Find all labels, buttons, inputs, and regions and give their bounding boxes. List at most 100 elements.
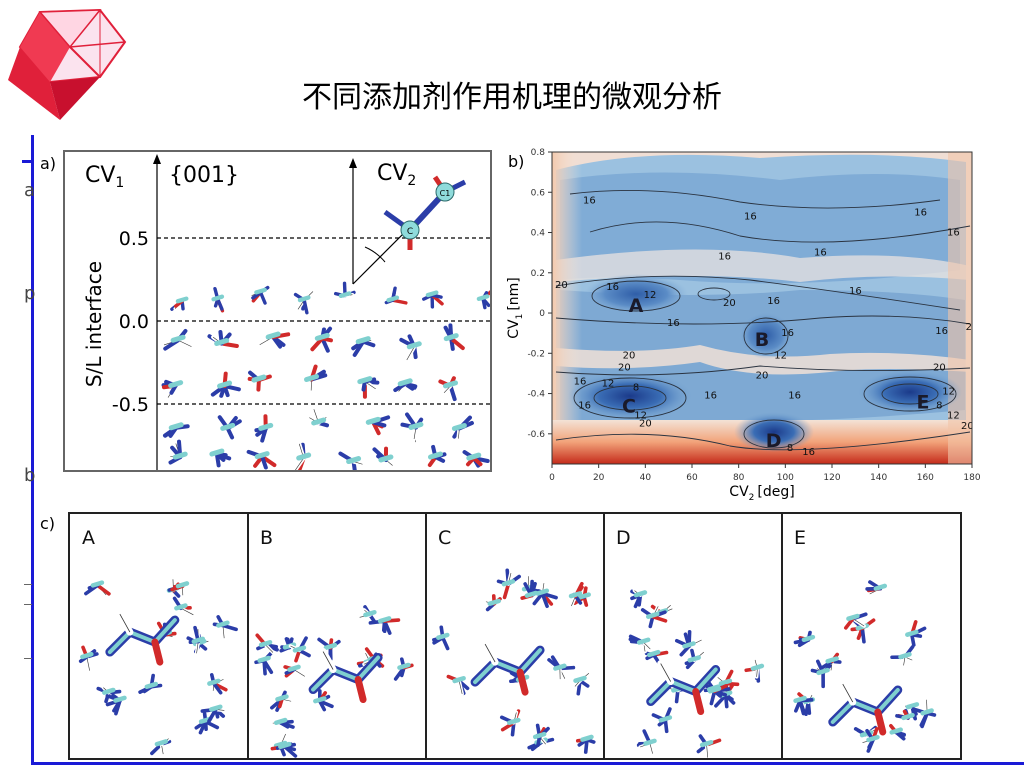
- molecule-glyph: [78, 645, 99, 673]
- molecule-glyph: [212, 615, 238, 640]
- snapshot-frame-c: C: [425, 514, 596, 758]
- molecule-glyph: [644, 649, 669, 668]
- contour-label: 8: [936, 401, 942, 412]
- molecule-glyph: [313, 689, 334, 712]
- molecule-glyph: [333, 281, 356, 299]
- contour-label: 16: [767, 296, 780, 307]
- molecule-glyph: [293, 289, 315, 315]
- contour-label: 16: [814, 248, 827, 259]
- molecule-glyph: [304, 364, 328, 393]
- minimum-label: D: [766, 430, 782, 452]
- molecule-glyph: [249, 285, 270, 305]
- molecule-glyph: [630, 588, 648, 609]
- contour-label: 16: [788, 391, 801, 402]
- molecule-glyph: [246, 449, 277, 470]
- contour-label: 12: [644, 290, 657, 301]
- contour-label: 20: [933, 362, 946, 373]
- molecule-glyph: [684, 648, 706, 670]
- molecule-glyph: [211, 286, 225, 313]
- molecule-glyph: [365, 415, 391, 436]
- contour-label: 8: [787, 443, 793, 454]
- molecule-glyph: [351, 336, 376, 357]
- molecule-glyph: [393, 378, 418, 394]
- molecule-glyph: [821, 652, 842, 673]
- molecule-glyph: [188, 625, 206, 656]
- contour-label: 12: [774, 350, 787, 361]
- molecule-glyph: [162, 422, 190, 438]
- molecule-glyph: [84, 580, 111, 597]
- x-tick-label: 180: [963, 473, 980, 483]
- contour-label: 16: [781, 328, 794, 339]
- molecule-glyph: [384, 286, 408, 305]
- panel-c-label: c): [40, 514, 56, 533]
- atom-c-label: C: [407, 227, 413, 237]
- contour-label: 20: [623, 350, 636, 361]
- y-tick-label: 0.2: [531, 269, 545, 279]
- molecule-glyph: [793, 695, 814, 716]
- molecule-glyph: [270, 717, 295, 729]
- molecule-glyph: [368, 616, 401, 635]
- molecule-glyph: [270, 741, 298, 758]
- x-tick-label: 20: [593, 473, 605, 483]
- contour-label: 16: [947, 228, 960, 239]
- contour-label: 20: [555, 280, 568, 291]
- molecule-glyph: [96, 685, 122, 704]
- y-axis-label: CV1[nm]: [506, 277, 525, 339]
- y-tick-label: -0.5: [112, 394, 149, 416]
- molecule-glyph: [317, 637, 341, 661]
- molecule-glyph: [254, 651, 274, 676]
- minimum-label: A: [629, 295, 644, 317]
- contour-label: 16: [802, 447, 815, 458]
- y-tick-label: -0.4: [527, 390, 545, 400]
- molecule-glyph: [443, 323, 465, 351]
- molecule-glyph: [357, 605, 377, 624]
- facet-label: {001}: [169, 163, 239, 188]
- molecule-glyph: [400, 412, 424, 445]
- snapshot-frame-a: A: [78, 527, 238, 756]
- panel-a-interface: C C1 CV1 {001} CV2 0.5 0.0 -0.5 S/L inte…: [63, 150, 494, 477]
- contour-label: 12: [942, 387, 955, 398]
- molecule-glyph: [446, 674, 470, 696]
- molecule-glyph: [432, 625, 450, 651]
- molecule-glyph: [628, 634, 653, 654]
- molecule-glyph: [860, 726, 880, 753]
- contour-label: 12: [634, 411, 647, 422]
- molecule-glyph: [105, 693, 127, 716]
- snapshot-label: D: [616, 527, 631, 549]
- molecule-glyph: [247, 370, 272, 392]
- contour-label: 16: [704, 391, 717, 402]
- molecule-glyph: [255, 633, 279, 655]
- x-tick-label: 140: [870, 473, 887, 483]
- molecule-glyph: [889, 723, 906, 741]
- y-tick-label: 0.4: [531, 229, 546, 239]
- side-letter: a: [24, 180, 36, 201]
- minimum-label: E: [917, 392, 930, 414]
- y-tick-label: -0.2: [527, 349, 545, 359]
- sl-interface-label: S/L interface: [82, 261, 106, 387]
- molecule-glyph: [257, 331, 291, 349]
- contour-label: 12: [602, 378, 615, 389]
- molecule-glyph: [532, 581, 558, 609]
- molecule-glyph: [138, 673, 163, 694]
- molecule-glyph: [476, 289, 494, 310]
- molecule-glyph: [499, 709, 521, 737]
- x-tick-label: 160: [917, 473, 934, 483]
- panel-b-label: b): [508, 152, 525, 171]
- molecule-glyph: [393, 657, 414, 681]
- red-crystal-cube-icon: [8, 8, 127, 120]
- molecule-glyph: [707, 684, 731, 706]
- molecule-glyph: [520, 579, 541, 600]
- contour-label: 20: [961, 421, 974, 432]
- snapshot-frame-b: B: [247, 514, 414, 758]
- contour-label: 16: [667, 318, 680, 329]
- molecule-glyph: [293, 441, 312, 473]
- contour-label: 20: [966, 322, 979, 333]
- molecule-glyph: [168, 439, 188, 465]
- molecule-glyph: [911, 697, 937, 729]
- molecule-glyph: [427, 444, 447, 468]
- y-tick-label: 0: [539, 309, 545, 319]
- molecule-glyph: [844, 612, 868, 630]
- atom-c1-label: C1: [440, 189, 451, 198]
- molecule-glyph: [810, 659, 832, 689]
- molecule-glyph: [865, 580, 888, 596]
